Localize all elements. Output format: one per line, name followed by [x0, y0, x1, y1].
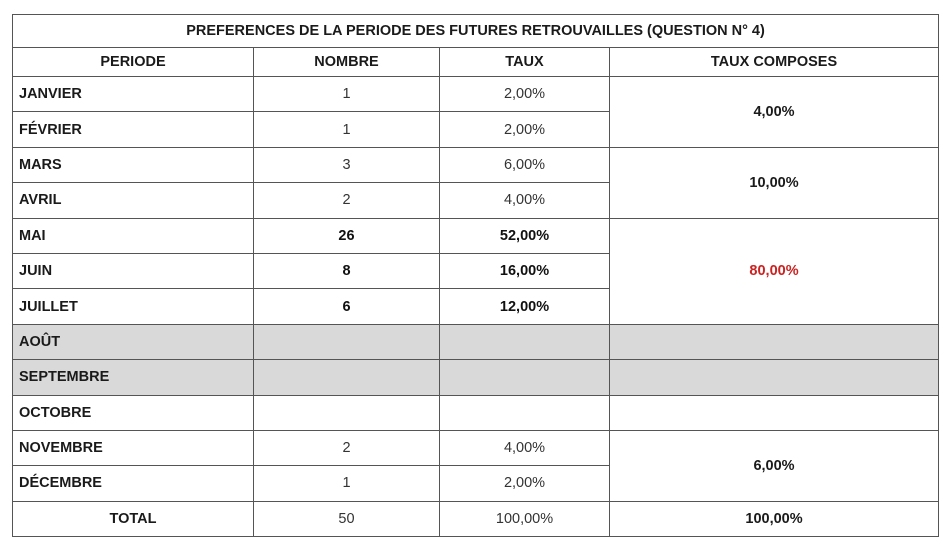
cell-nombre — [253, 359, 440, 396]
cell-nombre — [253, 323, 440, 361]
table-row: FÉVRIER 1 2,00% — [12, 111, 939, 148]
total-label: TOTAL — [12, 500, 254, 538]
cell-nombre: 3 — [253, 146, 440, 184]
header-periode: PERIODE — [12, 47, 254, 77]
cell-periode: SEPTEMBRE — [12, 359, 254, 396]
cell-taux: 4,00% — [439, 182, 610, 219]
cell-nombre: 26 — [253, 217, 440, 254]
total-taux: 100,00% — [439, 500, 610, 538]
cell-taux: 12,00% — [439, 288, 610, 325]
table-title: PREFERENCES DE LA PERIODE DES FUTURES RE… — [11, 14, 940, 48]
table-row: NOVEMBRE 2 4,00% 6,00% — [12, 429, 940, 502]
cell-taux-composes: 4,00% — [608, 76, 940, 148]
cell-taux-composes — [608, 394, 940, 431]
cell-periode: JANVIER — [12, 75, 254, 113]
cell-periode: DÉCEMBRE — [12, 465, 254, 502]
total-taux-composes: 100,00% — [608, 500, 940, 538]
cell-taux-composes — [608, 323, 940, 361]
cell-periode: OCTOBRE — [12, 394, 254, 431]
cell-periode: MARS — [12, 146, 254, 184]
table-row: JANVIER 1 2,00% 4,00% — [12, 75, 940, 148]
cell-nombre: 6 — [253, 288, 440, 325]
cell-taux — [439, 323, 610, 361]
cell-taux: 16,00% — [439, 252, 610, 290]
cell-taux-composes: 10,00% — [608, 146, 940, 219]
cell-nombre: 8 — [253, 252, 440, 290]
cell-periode: JUIN — [12, 252, 254, 290]
cell-taux — [439, 394, 610, 431]
table-row: SEPTEMBRE — [12, 359, 940, 396]
cell-taux — [439, 359, 610, 396]
table-row: AOÛT — [12, 323, 940, 361]
cell-taux: 2,00% — [439, 75, 610, 113]
header-nombre: NOMBRE — [253, 47, 440, 77]
table-row: DÉCEMBRE 1 2,00% — [12, 465, 939, 502]
table-row: JUIN 8 16,00% — [12, 252, 939, 290]
cell-taux-composes: 80,00% — [608, 217, 940, 325]
header-taux-composes: TAUX COMPOSES — [608, 47, 940, 77]
cell-taux-composes: 6,00% — [608, 429, 940, 502]
cell-taux: 2,00% — [439, 111, 610, 148]
cell-periode: AVRIL — [12, 182, 254, 219]
cell-taux: 6,00% — [439, 146, 610, 184]
cell-periode: JUILLET — [12, 288, 254, 325]
table-container: PREFERENCES DE LA PERIODE DES FUTURES RE… — [11, 14, 940, 538]
cell-taux: 52,00% — [439, 217, 610, 254]
cell-nombre — [253, 394, 440, 431]
total-row: TOTAL 50 100,00% 100,00% — [12, 500, 940, 538]
cell-nombre: 2 — [253, 182, 440, 219]
cell-taux: 2,00% — [439, 465, 610, 502]
table-row: MARS 3 6,00% 10,00% — [12, 146, 940, 219]
cell-periode: NOVEMBRE — [12, 429, 254, 467]
cell-periode: FÉVRIER — [12, 111, 254, 148]
cell-nombre: 1 — [253, 465, 440, 502]
cell-taux-composes — [608, 359, 940, 396]
table-row: OCTOBRE — [12, 394, 940, 431]
cell-nombre: 2 — [253, 429, 440, 467]
cell-periode: MAI — [12, 217, 254, 254]
table-row: MAI 26 52,00% 80,00% — [12, 217, 940, 325]
cell-nombre: 1 — [253, 111, 440, 148]
header-taux: TAUX — [439, 47, 610, 77]
cell-taux: 4,00% — [439, 429, 610, 467]
table-row: JUILLET 6 12,00% — [12, 288, 939, 325]
preferences-table: PREFERENCES DE LA PERIODE DES FUTURES RE… — [11, 14, 940, 538]
cell-nombre: 1 — [253, 75, 440, 113]
total-nombre: 50 — [253, 500, 440, 538]
cell-periode: AOÛT — [12, 323, 254, 361]
